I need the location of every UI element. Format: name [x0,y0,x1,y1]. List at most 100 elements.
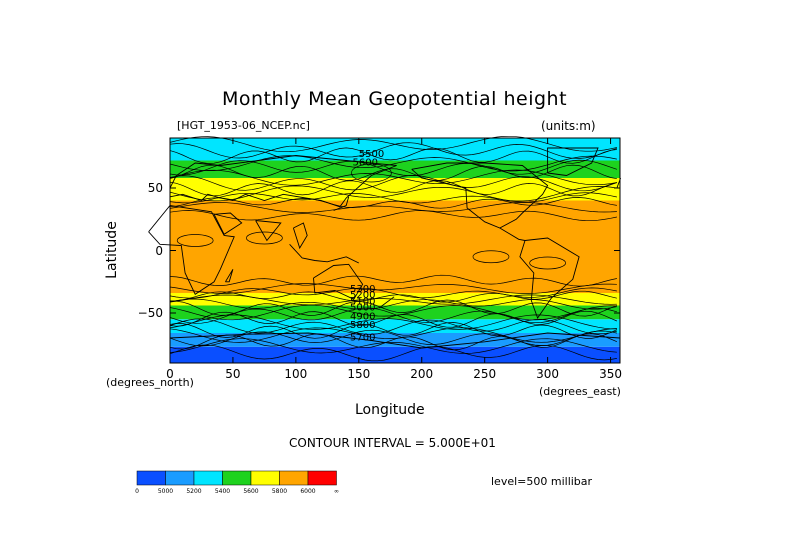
colorbar-swatch [165,470,195,486]
contour-line [169,210,617,222]
contour-line [169,299,618,317]
colorbar-swatch [222,470,252,486]
y-axis-unit-label: (degrees_north) [106,376,194,389]
contour-label: 5300 [350,284,375,295]
contour-line [169,318,617,335]
contour-band [170,346,620,363]
colorbar-swatch [136,470,166,486]
coastline [289,243,359,264]
contour-lines [169,135,618,362]
closed-contour [472,250,510,264]
x-axis-unit-label: (degrees_east) [539,385,621,398]
coastline [213,212,243,235]
x-tick-label: 100 [284,367,308,381]
y-tick-label: −50 [137,306,163,320]
colorbar-tick-label: 6000 [300,488,315,495]
contour-interval-text: CONTOUR INTERVAL = 5.000E+01 [289,436,496,450]
closed-contour [246,231,283,245]
closed-contour [529,256,566,270]
coastline [255,220,282,242]
contour-label: 4900 [350,311,375,322]
colorbar-swatch [250,470,280,486]
contour-line [169,180,617,197]
contour-line [169,169,617,186]
contour-label: 5100 [350,296,375,307]
x-axis-label: Longitude [355,402,425,418]
contour-line [169,290,617,303]
contour-line [169,294,617,306]
x-tick-label: 250 [473,367,497,381]
coastline [378,296,395,309]
closed-contour [351,163,392,183]
contour-line [169,202,617,213]
colorbar-tick-label: 5800 [272,488,287,495]
contour-line [169,135,617,153]
contour-line [169,175,618,192]
coastline [148,205,235,295]
contour-line [169,322,618,339]
contour-band [170,319,620,333]
coastline [169,332,621,349]
contour-line [169,147,617,164]
contour-label: 5200 [350,290,375,301]
contour-line [169,310,618,328]
coastline [169,155,397,208]
colorbar-tick-label: 0 [135,488,139,495]
x-tick-label: 150 [347,367,371,381]
coastline [499,227,526,241]
contour-line [169,155,617,172]
colorbar-tick-label: 5000 [158,488,173,495]
colorbar-tick-label: 5200 [186,488,201,495]
chart-title: Monthly Mean Geopotential height [221,88,568,110]
dataset-filename: [HGT_1953-06_NCEP.nc] [177,119,310,132]
x-tick-label: 50 [225,367,241,381]
y-tick-label: 50 [147,181,163,195]
coastline [547,147,599,176]
x-tick-label: 200 [410,367,434,381]
colorbar-swatch [307,470,337,486]
colorbar-tick-label: ∞ [334,488,339,495]
contour-band [170,138,620,161]
x-tick-label: 300 [536,367,560,381]
contour-line [169,192,617,204]
contour-label: 5600 [353,158,378,169]
coastline [519,237,580,319]
units-label: (units:m) [541,119,596,133]
contour-line [169,333,618,351]
contour-line [169,327,617,343]
coastline [225,269,234,283]
contour-line [169,307,617,324]
contour-label: 5800 [350,320,375,331]
colorbar-tick-label: 5600 [243,488,258,495]
contour-line [169,338,617,354]
contour-label: 5500 [359,149,384,160]
contour-line [169,197,617,209]
contour-line [169,159,618,177]
contour-line [169,344,617,362]
closed-contour [176,234,214,247]
contour-label: 5700 [350,333,375,344]
coastline [333,196,350,211]
colorbar-swatch [193,470,223,486]
contour-line [169,274,617,287]
contour-line [169,185,617,202]
contour-line [169,298,617,310]
colorbar-tick-label: 5400 [215,488,230,495]
coastline [411,162,549,229]
contour-line [169,283,617,294]
contour-line [169,142,618,159]
x-tick-label: 350 [599,367,622,381]
x-tick-label: 0 [166,367,174,381]
coastline [292,222,308,250]
y-tick-label: 0 [155,243,163,258]
contour-line [169,314,617,330]
coastlines [148,147,622,349]
level-text: level=500 millibar [491,475,593,488]
contour-band [170,200,620,293]
contour-line [169,287,617,299]
contour-label: 5000 [350,303,375,314]
colorbar-swatch [279,470,309,486]
coastline [313,263,364,300]
